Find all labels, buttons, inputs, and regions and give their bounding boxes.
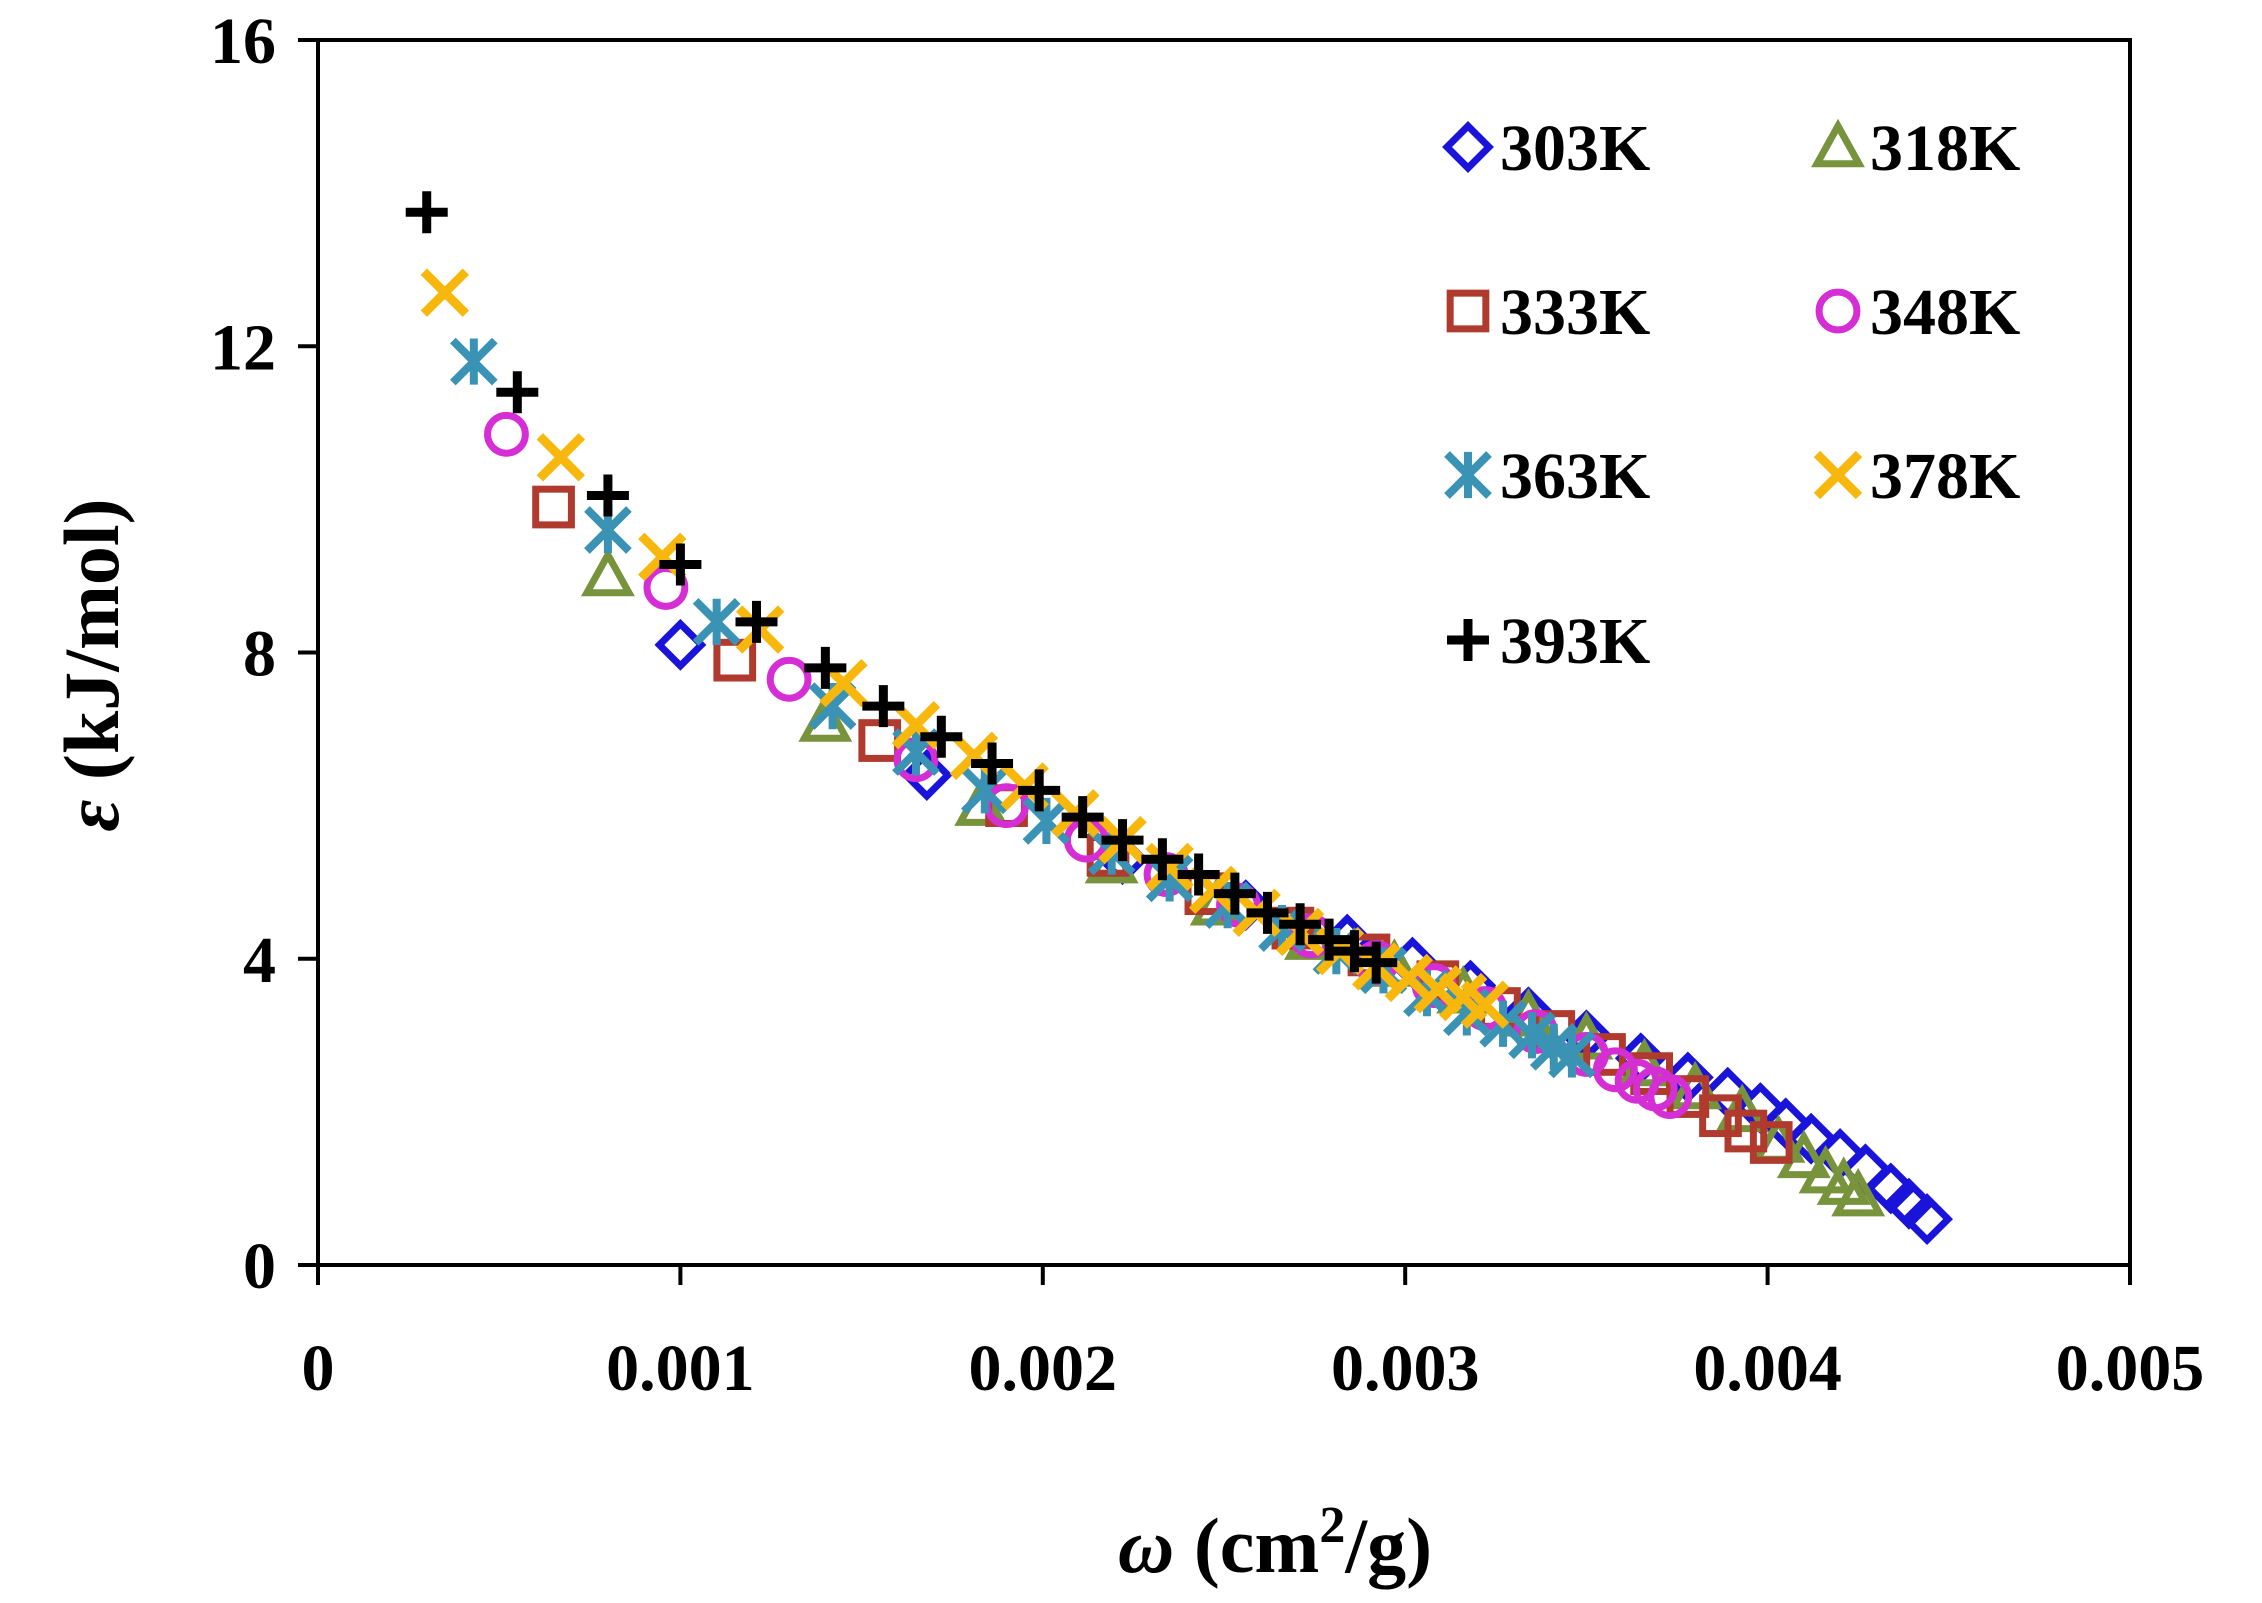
legend-label: 378K: [1870, 440, 2020, 513]
legend-label: 333K: [1500, 276, 1650, 349]
legend-label: 393K: [1500, 605, 1650, 678]
legend-label: 348K: [1870, 276, 2020, 349]
legend-marker: [1446, 289, 1490, 333]
point-348K-14: [1592, 1047, 1638, 1093]
point-348K-2: [766, 656, 812, 702]
point-333K-2: [858, 719, 902, 762]
y-tick-label: 12: [210, 311, 276, 384]
legend-marker: [1447, 619, 1489, 661]
legend-item-333K: 333K: [1446, 276, 1650, 349]
point-363K-18: [1548, 1030, 1596, 1079]
point-393K-3: [659, 543, 702, 586]
point-333K-0: [532, 485, 575, 529]
x-axis: 0 0.001 0.002 0.003 0.004 0.005: [302, 1265, 2205, 1405]
legend-item-348K: 348K: [1815, 276, 2020, 349]
point-393K-11: [1101, 819, 1144, 862]
point-393K-17: [1308, 918, 1351, 961]
legend: 303K 318K 333K 348K 363K 378K 393K: [1442, 112, 2020, 678]
point-318K-17: [1831, 1167, 1886, 1217]
point-363K-2: [692, 598, 741, 646]
point-363K-5: [960, 766, 1009, 815]
x-tick-label: 0.004: [1693, 1332, 1842, 1405]
point-393K-10: [1061, 796, 1104, 839]
point-348K-17: [1647, 1074, 1693, 1119]
point-303K-19: [1901, 1193, 1954, 1246]
point-393K-9: [1018, 769, 1061, 812]
x-tick-label: 0.005: [2056, 1332, 2205, 1405]
x-tick-label: 0.001: [606, 1332, 755, 1405]
legend-label: 318K: [1870, 112, 2020, 185]
legend-label: 363K: [1500, 440, 1650, 513]
point-378K-19: [1460, 980, 1510, 1029]
point-393K-12: [1141, 838, 1184, 881]
plot-area: [316, 38, 2132, 1267]
legend-label: 303K: [1500, 112, 1650, 185]
point-393K-4: [735, 600, 778, 643]
point-318K-14: [1776, 1129, 1831, 1179]
y-tick-label: 0: [243, 1230, 276, 1303]
point-393K-8: [971, 742, 1014, 785]
data-markers: [405, 191, 1954, 1246]
point-393K-14: [1213, 872, 1256, 915]
legend-marker: [1811, 118, 1865, 168]
point-333K-15: [1724, 1109, 1768, 1153]
point-393K-1: [496, 371, 539, 414]
point-393K-16: [1279, 903, 1322, 946]
x-tick-label: 0.002: [969, 1332, 1118, 1405]
plot-border: [316, 38, 2132, 1267]
legend-marker: [1813, 450, 1863, 500]
point-363K-0: [450, 337, 498, 386]
x-tick-label: 0: [302, 1332, 335, 1405]
point-393K-5: [804, 646, 847, 689]
point-393K-18: [1333, 930, 1376, 973]
series-393K: [405, 191, 1398, 984]
legend-item-378K: 378K: [1813, 440, 2020, 513]
legend-item-393K: 393K: [1447, 605, 1650, 678]
point-393K-15: [1246, 891, 1289, 934]
point-348K-0: [484, 411, 529, 457]
point-393K-2: [586, 474, 629, 517]
legend-item-318K: 318K: [1811, 112, 2020, 185]
series-378K: [420, 268, 1510, 1029]
y-axis-title: ε (kJ/mol): [48, 498, 135, 831]
point-303K-0: [654, 618, 707, 671]
legend-item-303K: 303K: [1442, 112, 1650, 185]
legend-item-363K: 363K: [1444, 440, 1650, 513]
legend-marker: [1442, 121, 1494, 173]
point-378K-0: [420, 268, 470, 317]
legend-marker: [1815, 288, 1861, 334]
point-378K-1: [536, 433, 585, 482]
y-tick-label: 16: [210, 5, 276, 78]
point-333K-16: [1749, 1121, 1793, 1164]
point-318K-0: [580, 547, 635, 597]
legend-marker: [1444, 451, 1492, 499]
y-tick-label: 4: [243, 924, 276, 997]
point-378K-10: [1145, 842, 1194, 892]
point-393K-13: [1177, 853, 1220, 896]
point-393K-6: [862, 685, 905, 728]
point-303K-14: [1785, 1112, 1838, 1165]
x-tick-label: 0.003: [1331, 1332, 1480, 1405]
y-tick-label: 8: [243, 618, 276, 691]
point-393K-7: [920, 715, 963, 758]
point-393K-0: [405, 191, 448, 234]
y-axis: 0 4 8 12 16: [210, 5, 318, 1303]
point-393K-19: [1355, 941, 1398, 984]
x-axis-title: ω (cm2/g): [1118, 1497, 1432, 1589]
